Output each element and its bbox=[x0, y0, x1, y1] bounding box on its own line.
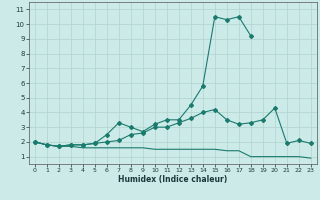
X-axis label: Humidex (Indice chaleur): Humidex (Indice chaleur) bbox=[118, 175, 228, 184]
